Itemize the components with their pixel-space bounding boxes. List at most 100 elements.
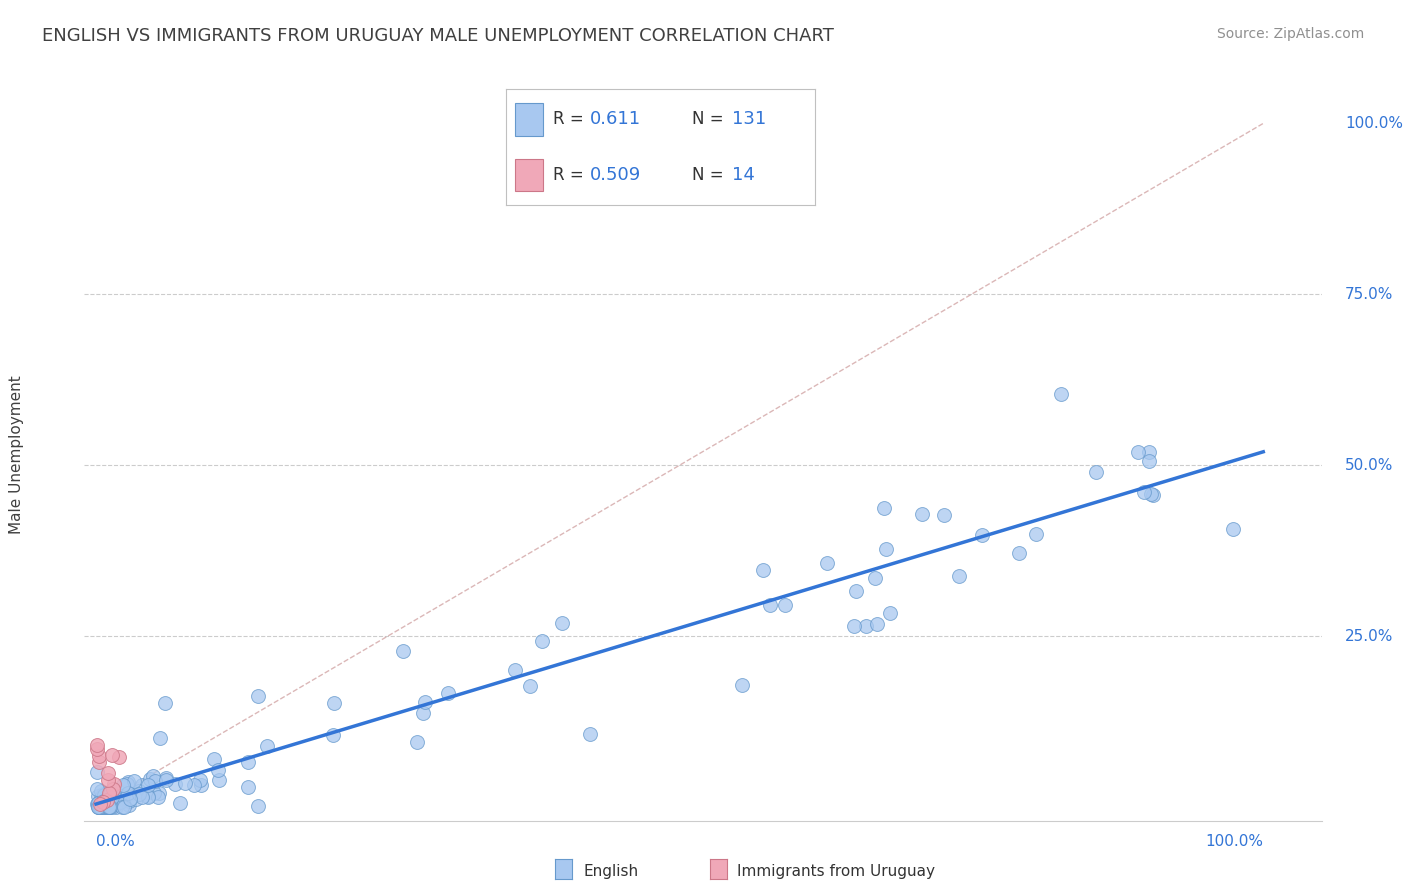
Point xyxy=(93,798,115,813)
Point xyxy=(551,616,574,631)
Point xyxy=(1137,444,1160,458)
Point xyxy=(103,787,125,801)
Point xyxy=(731,678,754,692)
Point xyxy=(1139,486,1161,500)
Point xyxy=(100,788,122,802)
Point xyxy=(86,782,108,797)
Point xyxy=(91,799,114,814)
Point xyxy=(122,774,145,789)
Point xyxy=(96,800,118,814)
Point xyxy=(87,800,110,814)
Point xyxy=(104,799,127,814)
Point xyxy=(128,784,150,798)
Text: 75.0%: 75.0% xyxy=(1346,286,1393,301)
Point xyxy=(149,731,172,745)
Text: 100.0%: 100.0% xyxy=(1205,834,1263,849)
Point xyxy=(89,800,111,814)
Point xyxy=(519,679,541,693)
Point xyxy=(872,500,894,515)
Point xyxy=(1142,488,1164,502)
Point xyxy=(413,695,436,709)
Point xyxy=(845,583,868,598)
Point xyxy=(136,789,159,804)
Point xyxy=(103,777,125,791)
Point xyxy=(910,507,932,521)
Text: N =: N = xyxy=(692,111,728,128)
Point xyxy=(153,696,176,710)
Point xyxy=(855,618,877,632)
Point xyxy=(169,796,191,810)
Point xyxy=(155,773,177,788)
Point xyxy=(101,747,124,762)
Point xyxy=(1222,522,1244,536)
Text: 0.611: 0.611 xyxy=(589,111,641,128)
Point xyxy=(89,800,111,814)
Point xyxy=(815,556,838,570)
Point xyxy=(752,563,775,577)
Point xyxy=(136,789,159,803)
Point xyxy=(773,598,796,612)
Point xyxy=(87,800,110,814)
Point xyxy=(91,787,114,801)
Point xyxy=(142,769,165,783)
Point xyxy=(97,800,120,814)
Point xyxy=(87,800,110,814)
Point xyxy=(96,793,118,807)
Point xyxy=(412,706,434,720)
Point xyxy=(174,776,197,790)
Point xyxy=(87,789,110,804)
Text: 0.0%: 0.0% xyxy=(96,834,135,849)
Point xyxy=(1132,485,1154,500)
Text: Source: ZipAtlas.com: Source: ZipAtlas.com xyxy=(1216,27,1364,41)
Point xyxy=(579,727,602,741)
Point xyxy=(131,790,153,805)
Point xyxy=(111,792,134,806)
Point xyxy=(108,795,131,809)
Point xyxy=(111,800,134,814)
Point xyxy=(86,742,108,756)
Point xyxy=(87,748,110,763)
Point xyxy=(91,795,114,809)
Point xyxy=(1008,546,1031,560)
Point xyxy=(87,756,110,770)
Point xyxy=(86,739,108,753)
Point xyxy=(1137,454,1160,468)
Point xyxy=(86,765,108,780)
Point xyxy=(97,773,120,788)
Point xyxy=(110,789,132,804)
Point xyxy=(98,797,121,811)
Point xyxy=(256,739,278,753)
Point xyxy=(98,799,121,814)
Text: 14: 14 xyxy=(733,166,755,184)
Point xyxy=(844,619,866,633)
Point xyxy=(112,800,135,814)
Text: R =: R = xyxy=(553,111,589,128)
Bar xyxy=(516,103,543,136)
Point xyxy=(86,797,108,812)
Point xyxy=(163,777,186,791)
Point xyxy=(98,800,121,814)
Point xyxy=(1126,445,1149,459)
Point xyxy=(142,786,165,800)
Bar xyxy=(516,159,543,191)
Point xyxy=(120,791,142,805)
Point xyxy=(131,778,153,792)
Text: N =: N = xyxy=(692,166,728,184)
Point xyxy=(207,763,229,777)
Point xyxy=(90,794,112,808)
Point xyxy=(93,800,115,814)
Text: Immigrants from Uruguay: Immigrants from Uruguay xyxy=(737,864,935,879)
Point xyxy=(91,791,114,805)
Point xyxy=(247,689,270,703)
Point xyxy=(98,786,121,800)
Point xyxy=(97,800,120,814)
Point xyxy=(118,798,141,813)
Point xyxy=(236,780,259,794)
Point xyxy=(183,778,205,792)
Point xyxy=(128,787,150,801)
Point xyxy=(392,644,415,658)
Point xyxy=(202,752,225,766)
Point xyxy=(117,786,139,800)
Text: 0.509: 0.509 xyxy=(589,166,641,184)
Point xyxy=(105,789,128,803)
